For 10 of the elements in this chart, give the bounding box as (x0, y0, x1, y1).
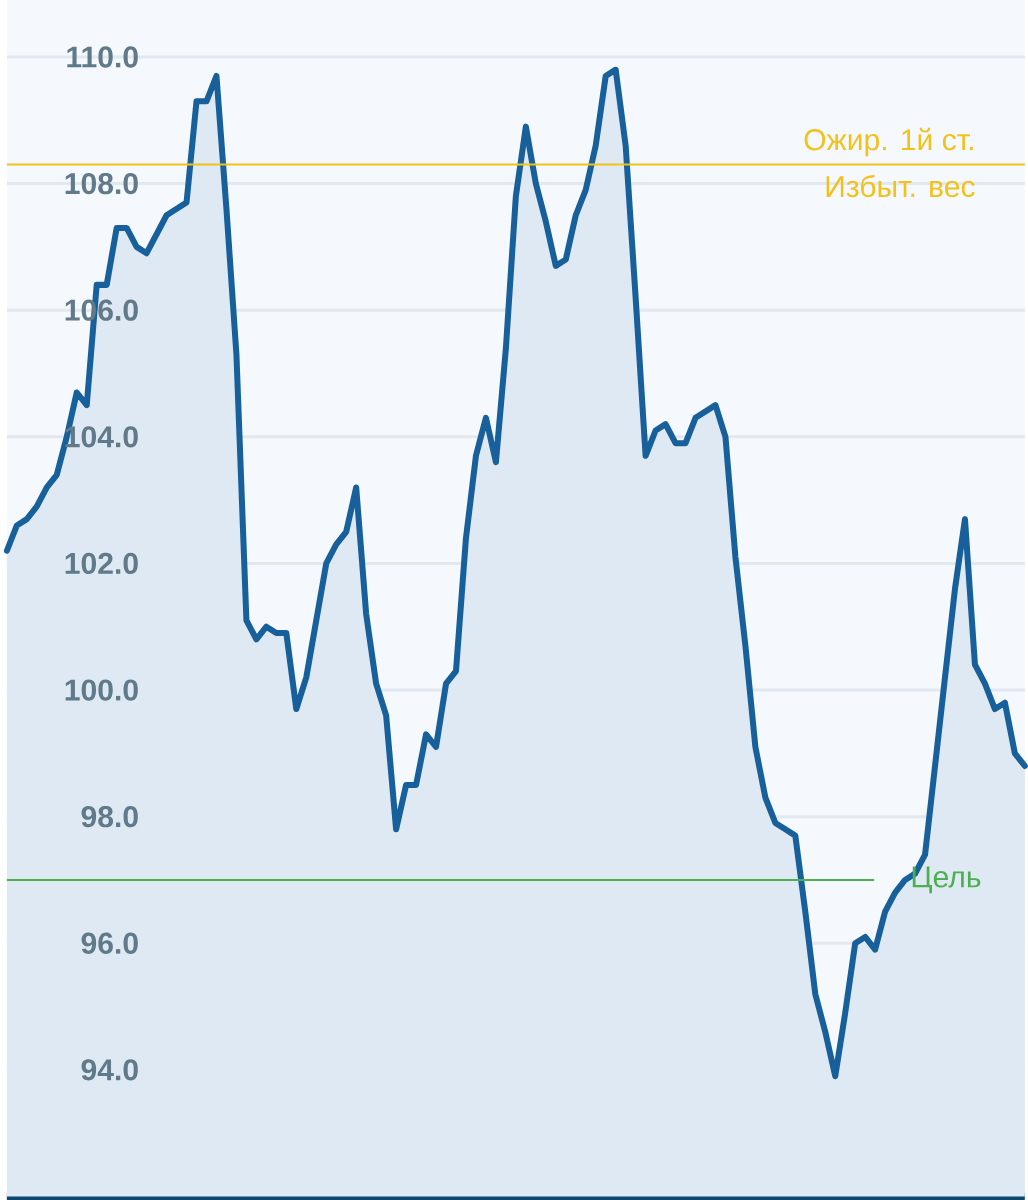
ref-line-label: Цель (912, 866, 981, 894)
y-tick-label: 102.0 (65, 552, 138, 575)
annotation: Избыт. вес (826, 174, 975, 198)
y-tick-label: 98.0 (81, 805, 138, 828)
y-tick-label: 110.0 (67, 46, 138, 68)
y-tick-label: 94.0 (81, 1059, 138, 1081)
y-tick-label: 100.0 (65, 679, 138, 701)
y-tick-label: 96.0 (81, 932, 138, 954)
y-tick-label: 108.0 (65, 172, 138, 195)
ref-line-label: Ожир. 1й ст. (804, 127, 973, 157)
